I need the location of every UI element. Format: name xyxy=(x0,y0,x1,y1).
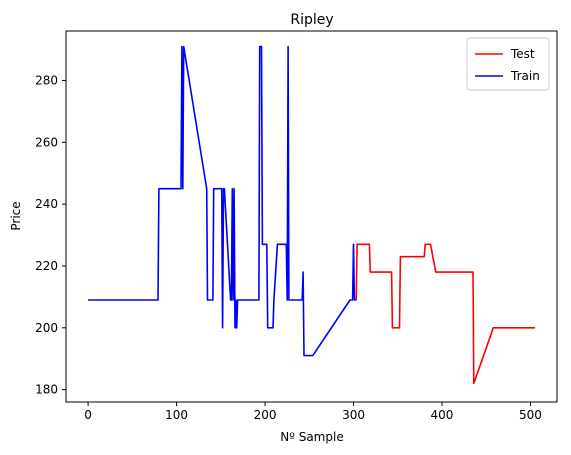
series-line-train xyxy=(88,45,357,357)
x-axis-label: Nº Sample xyxy=(280,430,343,444)
legend-box xyxy=(466,37,550,91)
y-axis-label: Price xyxy=(9,201,23,230)
plot-frame xyxy=(65,30,558,403)
y-axis: 180 200 220 240 260 280 xyxy=(35,73,66,397)
y-tick-label: 280 xyxy=(35,73,58,87)
x-tick-label: 300 xyxy=(342,408,365,422)
x-tick-label: 400 xyxy=(431,408,454,422)
x-tick-label: 0 xyxy=(84,408,92,422)
x-tick-label: 500 xyxy=(519,408,542,422)
y-tick-label: 200 xyxy=(35,321,58,335)
y-tick-label: 220 xyxy=(35,259,58,273)
x-tick-label: 100 xyxy=(165,408,188,422)
legend: Test Train xyxy=(466,37,550,91)
legend-label-test: Test xyxy=(510,47,535,61)
series-line-test xyxy=(355,243,535,385)
y-tick-label: 180 xyxy=(35,383,58,397)
plot-lines xyxy=(88,45,535,385)
y-tick-label: 240 xyxy=(35,197,58,211)
x-tick-label: 200 xyxy=(254,408,277,422)
chart-title: Ripley xyxy=(290,12,333,28)
x-axis: 0 100 200 300 400 500 xyxy=(84,402,542,422)
y-tick-label: 260 xyxy=(35,135,58,149)
legend-label-train: Train xyxy=(510,69,540,83)
